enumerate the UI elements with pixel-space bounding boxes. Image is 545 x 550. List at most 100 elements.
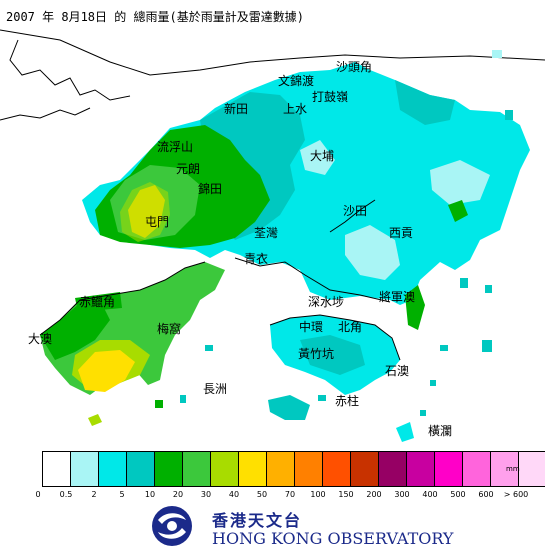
place-label-north-point: 北角 bbox=[338, 320, 363, 334]
small-island bbox=[440, 345, 448, 351]
legend-swatch bbox=[267, 452, 295, 486]
place-label-waglan: 橫瀾 bbox=[428, 424, 453, 438]
legend-tick-label: 20 bbox=[172, 490, 184, 499]
legend-tick-label: 500 bbox=[450, 490, 466, 499]
small-island bbox=[420, 410, 426, 416]
place-label-shek-o: 石澳 bbox=[385, 364, 410, 378]
mainland-coastline bbox=[0, 29, 545, 101]
map-title: 2007 年 8月18日 的 總雨量(基於雨量計及雷達數據) bbox=[6, 10, 304, 24]
legend-swatch bbox=[239, 452, 267, 486]
organization-name-cn: 香港天文台 bbox=[212, 511, 303, 530]
legend-tick-label: 200 bbox=[366, 490, 382, 499]
waglan-island bbox=[396, 422, 414, 442]
place-label-chek-lap-kok: 赤鱲角 bbox=[79, 295, 116, 309]
organization-name-en: HONG KONG OBSERVATORY bbox=[212, 529, 454, 548]
place-label-cheung-chau: 長洲 bbox=[203, 382, 228, 396]
place-label-tai-po: 大埔 bbox=[310, 149, 335, 163]
legend-tick-label: 2 bbox=[91, 490, 97, 499]
place-label-sai-kung: 西貢 bbox=[389, 226, 414, 240]
legend-swatch bbox=[351, 452, 379, 486]
small-island bbox=[505, 110, 513, 120]
hk-island-teal bbox=[300, 335, 365, 375]
place-label-sha-tin: 沙田 bbox=[343, 204, 368, 218]
cheung-chau-island bbox=[88, 414, 102, 426]
rain-patch-light-2 bbox=[300, 140, 335, 175]
small-island bbox=[482, 340, 492, 352]
rain-band-teal-2 bbox=[395, 80, 455, 125]
lantau-yellow bbox=[78, 350, 135, 392]
place-label-central: 中環 bbox=[299, 320, 324, 334]
small-island bbox=[205, 345, 213, 351]
legend-swatch bbox=[519, 452, 545, 486]
rain-patch-light-1 bbox=[345, 225, 400, 280]
legend-tick-label: 30 bbox=[200, 490, 212, 499]
place-label-san-tin: 新田 bbox=[224, 102, 249, 116]
shenzhen-bay-shore bbox=[0, 107, 91, 121]
legend-swatch bbox=[463, 452, 491, 486]
legend-tick-label: 150 bbox=[338, 490, 354, 499]
lantau-coast bbox=[39, 261, 206, 336]
place-label-ta-kwu-ling: 打鼓嶺 bbox=[312, 90, 349, 104]
legend-tick-label: 400 bbox=[422, 490, 438, 499]
small-island bbox=[180, 395, 186, 403]
rain-patch-saikung bbox=[448, 200, 468, 222]
small-island bbox=[430, 380, 436, 386]
observatory-logo-icon bbox=[152, 506, 192, 546]
place-label-sham-shui-po: 深水埗 bbox=[308, 295, 345, 309]
legend-swatch bbox=[407, 452, 435, 486]
hk-island-coast bbox=[269, 314, 401, 361]
legend-swatch bbox=[99, 452, 127, 486]
legend-swatch bbox=[379, 452, 407, 486]
place-label-kam-tin: 錦田 bbox=[198, 182, 223, 196]
legend-swatch bbox=[127, 452, 155, 486]
lamma-island bbox=[268, 395, 310, 420]
legend-tick-label: 100 bbox=[310, 490, 326, 499]
rain-patch-tko bbox=[405, 285, 425, 330]
legend-tick-label: 0.5 bbox=[59, 490, 73, 499]
place-label-sheung-shui: 上水 bbox=[283, 102, 308, 116]
legend-tick-label: 50 bbox=[256, 490, 268, 499]
small-island bbox=[492, 50, 502, 58]
legend-swatch bbox=[435, 452, 463, 486]
small-island bbox=[318, 395, 326, 401]
legend-swatch bbox=[211, 452, 239, 486]
chek-lap-kok-island bbox=[75, 292, 122, 312]
legend-swatch bbox=[155, 452, 183, 486]
place-label-tsing-yi: 青衣 bbox=[244, 252, 269, 266]
place-label-wong-chuk-hang: 黃竹坑 bbox=[298, 347, 335, 361]
small-island bbox=[155, 400, 163, 408]
place-label-lau-fau-shan: 流浮山 bbox=[157, 140, 194, 154]
place-label-man-kam-to: 文錦渡 bbox=[278, 74, 315, 88]
legend-swatch bbox=[323, 452, 351, 486]
legend-tick-label: 40 bbox=[228, 490, 240, 499]
rain-core-lime bbox=[120, 182, 170, 242]
place-label-tsuen-wan: 荃灣 bbox=[254, 226, 279, 240]
place-label-tseung-kwan-o: 將軍澳 bbox=[379, 290, 416, 304]
legend-swatch bbox=[295, 452, 323, 486]
legend-tick-label: 0 bbox=[35, 490, 41, 499]
legend-swatch bbox=[71, 452, 99, 486]
place-label-mui-wo: 梅窩 bbox=[157, 322, 182, 336]
place-label-sha-tau-kok: 沙頭角 bbox=[336, 60, 373, 74]
legend-swatch bbox=[43, 452, 71, 486]
legend-tick-label: 5 bbox=[119, 490, 125, 499]
lantau-green bbox=[40, 300, 110, 360]
rain-patch-light-3 bbox=[430, 160, 490, 205]
victoria-harbour-shore bbox=[234, 257, 391, 303]
legend-tick-label: 70 bbox=[284, 490, 296, 499]
place-label-tuen-mun: 屯門 bbox=[145, 215, 170, 229]
legend-tick-label: 600 bbox=[478, 490, 494, 499]
small-island bbox=[485, 285, 492, 293]
place-label-tai-o: 大澳 bbox=[28, 332, 53, 346]
small-island bbox=[460, 278, 468, 288]
legend-tick-label: > 600 bbox=[503, 490, 529, 499]
legend-swatch bbox=[183, 452, 211, 486]
legend-swatch bbox=[491, 452, 519, 486]
place-label-yuen-long: 元朗 bbox=[176, 162, 201, 176]
rainfall-legend-bar bbox=[42, 451, 545, 487]
tolo-harbour-line bbox=[329, 199, 376, 233]
legend-unit: mm bbox=[506, 465, 520, 473]
legend-tick-label: 10 bbox=[144, 490, 156, 499]
legend-tick-label: 300 bbox=[394, 490, 410, 499]
